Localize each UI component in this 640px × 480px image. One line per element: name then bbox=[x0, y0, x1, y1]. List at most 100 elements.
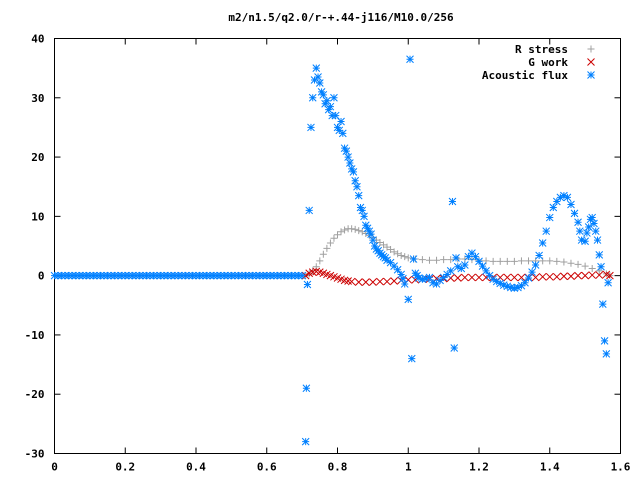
data-point bbox=[464, 252, 473, 261]
data-point bbox=[241, 271, 250, 280]
y-tick-label: -20 bbox=[25, 388, 45, 401]
data-point bbox=[353, 182, 361, 191]
data-point bbox=[482, 267, 490, 275]
data-point bbox=[347, 165, 356, 173]
data-point bbox=[308, 93, 317, 102]
data-point bbox=[68, 271, 77, 280]
data-point bbox=[581, 262, 589, 270]
data-point bbox=[471, 252, 480, 261]
x-tick-label: 1.2 bbox=[469, 461, 489, 474]
data-point bbox=[460, 261, 469, 269]
data-point bbox=[170, 271, 179, 280]
data-point bbox=[341, 226, 349, 234]
data-point bbox=[452, 254, 460, 262]
x-tick-label: 1.6 bbox=[611, 461, 631, 474]
data-point bbox=[577, 236, 586, 244]
y-tick-label: 40 bbox=[31, 33, 44, 46]
data-point bbox=[259, 271, 268, 280]
data-point bbox=[326, 102, 335, 111]
data-point bbox=[323, 96, 331, 105]
data-point bbox=[302, 384, 311, 393]
data-point bbox=[149, 271, 158, 280]
x-tick-label: 0 bbox=[51, 461, 58, 474]
data-point bbox=[510, 273, 519, 282]
data-point bbox=[597, 262, 605, 271]
data-point bbox=[460, 273, 469, 282]
data-point bbox=[146, 271, 154, 280]
data-point bbox=[220, 271, 229, 280]
data-point bbox=[280, 271, 289, 280]
data-point bbox=[390, 277, 398, 285]
data-point bbox=[450, 344, 459, 352]
data-point bbox=[468, 273, 476, 282]
data-point bbox=[361, 278, 370, 287]
data-point bbox=[581, 271, 589, 280]
data-point bbox=[496, 279, 505, 288]
legend-marker bbox=[587, 71, 595, 79]
data-point bbox=[365, 227, 374, 236]
data-point bbox=[387, 246, 395, 254]
data-point bbox=[574, 218, 582, 227]
data-point bbox=[86, 271, 94, 280]
data-point bbox=[360, 212, 368, 221]
data-point bbox=[103, 271, 112, 280]
data-point bbox=[475, 273, 483, 282]
data-point bbox=[319, 90, 328, 99]
data-point bbox=[181, 271, 190, 280]
series-g-work bbox=[301, 267, 614, 287]
legend-marker bbox=[587, 58, 595, 66]
data-point bbox=[531, 273, 540, 282]
data-point bbox=[404, 254, 412, 262]
data-point bbox=[422, 274, 430, 283]
data-point bbox=[440, 256, 448, 264]
data-point bbox=[499, 281, 508, 289]
data-point bbox=[447, 256, 455, 264]
data-point bbox=[61, 271, 69, 280]
data-point bbox=[517, 257, 525, 265]
data-point bbox=[89, 271, 98, 280]
data-point bbox=[538, 272, 547, 281]
data-point bbox=[107, 271, 115, 280]
data-point bbox=[301, 271, 310, 280]
data-point bbox=[535, 251, 543, 260]
data-point bbox=[399, 274, 407, 283]
data-point bbox=[545, 272, 554, 281]
data-point bbox=[82, 271, 91, 280]
data-point bbox=[383, 277, 391, 286]
legend-label: Acoustic flux bbox=[482, 69, 568, 82]
y-tick-label: 30 bbox=[31, 92, 44, 105]
data-point bbox=[338, 129, 347, 138]
data-point bbox=[590, 219, 598, 228]
data-point bbox=[340, 144, 349, 153]
data-point bbox=[132, 271, 140, 280]
data-point bbox=[139, 271, 147, 280]
data-point bbox=[54, 271, 62, 280]
data-point bbox=[432, 280, 441, 288]
data-point bbox=[142, 271, 151, 280]
data-point bbox=[588, 271, 597, 279]
data-point bbox=[330, 234, 338, 242]
legend-label: R stress bbox=[515, 43, 568, 56]
data-point bbox=[593, 236, 602, 244]
data-point bbox=[453, 274, 462, 282]
data-point bbox=[369, 278, 377, 287]
data-point bbox=[231, 271, 239, 280]
data-point bbox=[185, 271, 193, 280]
x-tick-label: 0.4 bbox=[186, 461, 206, 474]
data-point bbox=[448, 197, 457, 206]
data-point bbox=[209, 271, 218, 280]
data-point bbox=[227, 271, 236, 280]
data-point bbox=[556, 193, 565, 202]
data-point bbox=[96, 271, 105, 280]
data-point bbox=[370, 242, 379, 250]
x-tick-label: 0.8 bbox=[328, 461, 348, 474]
data-point bbox=[238, 271, 246, 280]
y-tick-label: -30 bbox=[25, 448, 45, 461]
data-point bbox=[588, 213, 597, 222]
data-point bbox=[333, 123, 342, 132]
data-point bbox=[406, 55, 414, 64]
data-point bbox=[369, 236, 377, 244]
data-point bbox=[121, 271, 130, 280]
data-point bbox=[303, 280, 312, 289]
data-point bbox=[156, 271, 165, 280]
